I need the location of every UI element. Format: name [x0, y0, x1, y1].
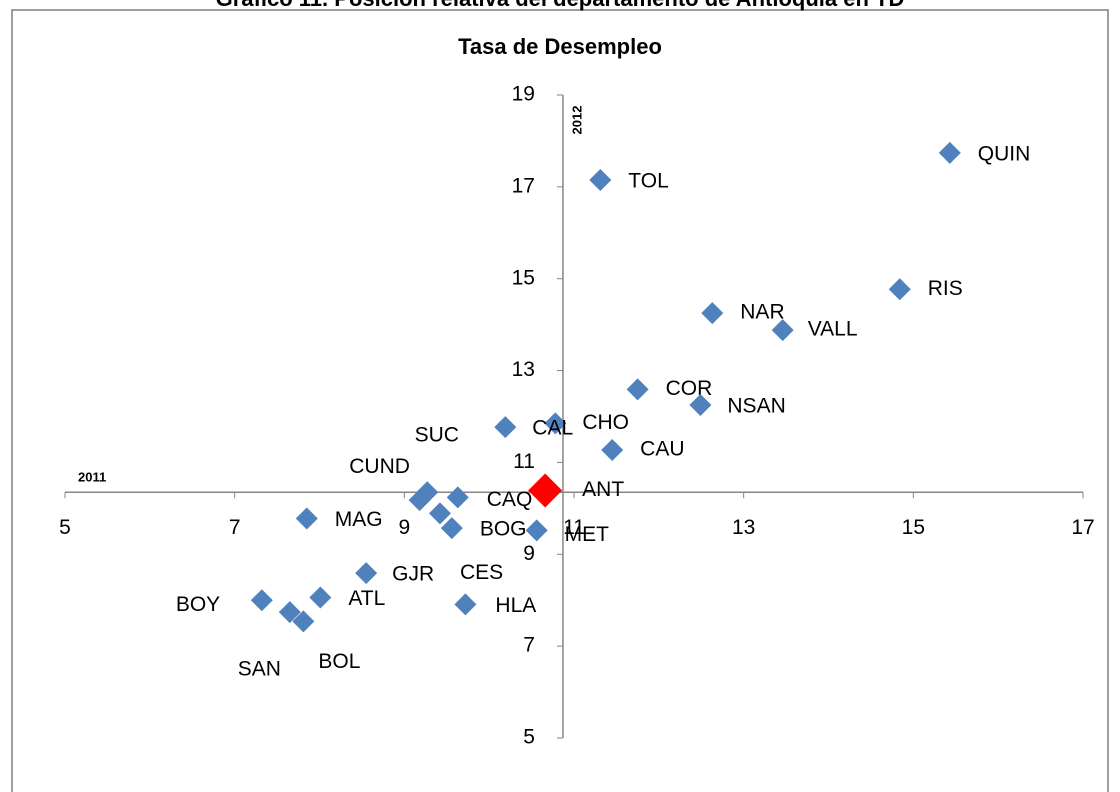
- y-tick-label: 5: [523, 726, 535, 749]
- x-tick-label: 9: [398, 516, 410, 539]
- point: [295, 507, 318, 530]
- point-label: BOG: [480, 518, 527, 541]
- point-label: BOL: [318, 650, 360, 673]
- point-label: ANT: [582, 478, 624, 501]
- x-tick-label: 7: [229, 516, 241, 539]
- point: [416, 481, 439, 504]
- point: [446, 486, 469, 509]
- point-label: TOL: [628, 170, 668, 193]
- point: [309, 586, 332, 609]
- y-axis-title: 2012: [569, 106, 584, 135]
- point-label: RIS: [928, 277, 963, 300]
- point-label: COR: [666, 377, 713, 400]
- chart-title: Tasa de Desempleo: [458, 34, 662, 59]
- point-label: SAN: [238, 658, 281, 681]
- point: [440, 517, 463, 540]
- chart-border: [11, 9, 1109, 792]
- point-label: VALL: [808, 318, 858, 341]
- page-heading: Gráfico 11. Posición relativa del depart…: [216, 0, 905, 11]
- point: [428, 502, 451, 525]
- point: [292, 610, 315, 633]
- point-label: CAL: [532, 417, 573, 440]
- point-label: CES: [460, 561, 503, 584]
- point-label: NSAN: [727, 395, 785, 418]
- point-label: QUIN: [978, 142, 1031, 165]
- point-label: HLA: [495, 594, 536, 617]
- point: [771, 319, 794, 342]
- point: [454, 593, 477, 616]
- x-axis-title: 2011: [78, 469, 106, 484]
- x-tick-label: 13: [732, 516, 755, 539]
- point: [494, 416, 517, 439]
- point-label: GJR: [392, 563, 434, 586]
- point-label: NAR: [740, 301, 784, 324]
- point: [938, 141, 961, 164]
- point: [544, 412, 567, 435]
- point: [601, 439, 624, 462]
- point-label: CHO: [582, 411, 629, 434]
- point: [250, 589, 273, 612]
- point-label: CUND: [349, 455, 410, 478]
- y-tick-label: 9: [523, 542, 535, 565]
- point-label: CAU: [640, 438, 684, 461]
- y-tick-label: 19: [512, 83, 535, 106]
- point: [888, 278, 911, 301]
- y-tick-label: 17: [512, 174, 535, 197]
- point: [626, 378, 649, 401]
- point-label: SUC: [415, 424, 459, 447]
- point: [701, 302, 724, 325]
- point-label: MAG: [335, 508, 383, 531]
- y-tick-label: 13: [512, 358, 535, 381]
- point: [589, 168, 612, 191]
- point: [525, 519, 548, 542]
- point-label: MET: [565, 523, 610, 546]
- point-label: ATL: [348, 587, 385, 610]
- point: [528, 473, 563, 508]
- y-tick-label: 7: [523, 634, 535, 657]
- x-tick-label: 5: [59, 516, 71, 539]
- x-tick-label: 15: [902, 516, 925, 539]
- x-tick-label: 11: [563, 516, 585, 539]
- point-label: BOY: [176, 593, 220, 616]
- point: [355, 562, 378, 585]
- point: [689, 394, 712, 417]
- point: [278, 601, 301, 624]
- point-label: CAQ: [487, 488, 533, 511]
- y-tick-label: 15: [512, 266, 535, 289]
- x-tick-label: 17: [1071, 516, 1094, 539]
- y-tick-label: 11: [513, 450, 535, 473]
